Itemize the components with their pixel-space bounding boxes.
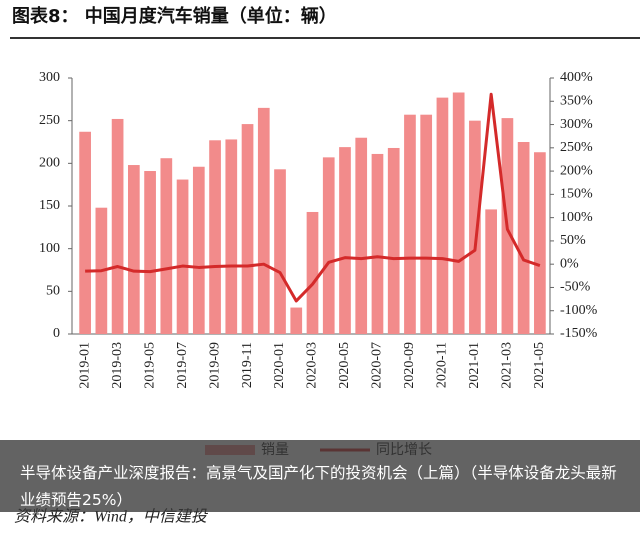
bar (274, 169, 286, 334)
y-tick-label: 150 (39, 198, 60, 213)
y-tick-label: 100 (39, 241, 60, 256)
y2-tick-label: 150% (560, 187, 593, 202)
x-tick-label: 2019-03 (110, 342, 125, 389)
y2-tick-label: 300% (560, 117, 593, 132)
bar (111, 118, 124, 335)
bar (387, 147, 400, 334)
x-tick-label: 2020-11 (435, 342, 450, 388)
y2-tick-label: 100% (560, 210, 593, 225)
y2-tick-label: 400% (560, 70, 593, 85)
caption-overlay: 半导体设备产业深度报告：高景气及国产化下的投资机会（上篇）（半导体设备龙头最新业… (0, 440, 640, 512)
y2-tick-label: 250% (560, 140, 593, 155)
x-tick-label: 2019-09 (207, 342, 222, 389)
x-tick-label: 2020-03 (305, 342, 320, 389)
x-tick-label: 2020-07 (370, 342, 385, 389)
bar (404, 114, 416, 335)
bar (192, 166, 205, 334)
x-tick-label: 2019-05 (142, 342, 157, 389)
y-tick-label: 250 (39, 113, 60, 128)
x-tick-label: 2020-09 (402, 342, 417, 389)
bar (290, 307, 303, 334)
chart-title: 图表8： 中国月度汽车销量（单位：辆） (12, 5, 337, 27)
line (85, 92, 541, 303)
bar (371, 153, 384, 334)
y-tick-label: 0 (53, 326, 60, 341)
bar (436, 97, 449, 334)
bar (517, 142, 530, 334)
bar (79, 131, 91, 334)
y2-tick-label: -50% (560, 280, 591, 295)
x-tick-label: 2020-05 (337, 342, 352, 389)
bar (144, 171, 156, 334)
bar (176, 179, 189, 334)
bar (127, 165, 140, 334)
y2-tick-label: 200% (560, 163, 593, 178)
bar (160, 158, 173, 334)
x-tick-label: 2019-07 (175, 342, 190, 389)
y2-tick-label: 0% (560, 256, 579, 271)
bar (420, 114, 433, 335)
x-tick-label: 2019-01 (77, 342, 92, 389)
y-tick-label: 200 (39, 156, 60, 171)
x-tick-label: 2021-01 (467, 342, 482, 389)
bar (322, 157, 335, 334)
y2-tick-label: -100% (560, 303, 598, 318)
x-tick-label: 2021-03 (500, 342, 515, 389)
bar (225, 139, 238, 334)
bar (306, 211, 319, 334)
bar (241, 124, 254, 334)
bar (257, 107, 270, 334)
y-tick-label: 50 (46, 284, 60, 299)
bar (452, 92, 465, 334)
y2-tick-label: 350% (560, 93, 593, 108)
bar (534, 152, 546, 334)
x-tick-label: 2021-05 (532, 342, 547, 389)
x-tick-label: 2020-01 (272, 342, 287, 389)
bar (469, 120, 481, 335)
source: 资料来源：Wind，中信建投 (14, 508, 209, 526)
x-tick-label: 2019-11 (240, 342, 255, 388)
bar (355, 137, 368, 334)
bar (485, 209, 498, 334)
bar (209, 140, 221, 334)
y2-tick-label: 50% (560, 233, 586, 248)
y2-tick-label: -150% (560, 326, 598, 341)
y-tick-label: 300 (39, 70, 60, 85)
bar (339, 147, 351, 334)
